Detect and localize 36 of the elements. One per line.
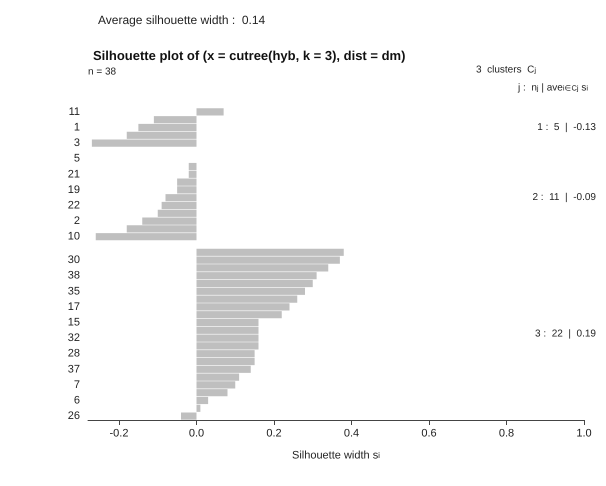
- chart-title: Silhouette plot of (x = cutree(hyb, k = 3), dist = dm): [93, 48, 406, 63]
- bar: [181, 412, 196, 420]
- y-tick-label: 11: [68, 106, 80, 118]
- x-tick-label: 0.0: [188, 428, 204, 440]
- x-axis-title: Silhouette width si: [292, 450, 380, 462]
- y-tick-label: 32: [68, 332, 80, 344]
- y-tick-label: 2: [74, 215, 80, 228]
- y-tick-label: 5: [74, 152, 80, 165]
- text: Average silhouette width : 0.14: [98, 13, 266, 27]
- y-tick-label: 3: [74, 137, 80, 150]
- x-tick-label: 0.6: [421, 428, 437, 440]
- y-tick-label: 10: [68, 230, 80, 243]
- y-tick-label: 21: [68, 168, 80, 180]
- x-tick-label: 1.0: [576, 428, 592, 440]
- y-tick-label: 37: [68, 363, 80, 376]
- y-tick-label: 26: [68, 410, 80, 422]
- x-tick-label: 0.4: [344, 428, 360, 440]
- y-tick-label: 22: [68, 200, 80, 212]
- text: n = 38: [88, 66, 117, 78]
- annotation: 2 : 11 | -0.09: [532, 192, 596, 204]
- y-tick-label: 6: [74, 394, 80, 406]
- y-tick-label: 38: [68, 270, 80, 282]
- x-tick-label: -0.2: [110, 428, 128, 440]
- y-tick-label: 15: [68, 316, 80, 328]
- y-tick-label: 7: [74, 378, 80, 391]
- y-tick-label: 30: [68, 254, 80, 266]
- y-tick-label: 35: [68, 285, 80, 298]
- annotation: 1 : 5 | -0.13: [537, 122, 596, 133]
- bar: [196, 108, 224, 116]
- annotation: 3 : 22 | 0.19: [535, 328, 596, 340]
- y-tick-label: 17: [68, 300, 80, 313]
- y-tick-label: 19: [68, 184, 80, 196]
- y-tick-label: 28: [68, 348, 80, 360]
- x-tick-label: 0.8: [498, 428, 514, 440]
- x-tick-label: 0.2: [266, 428, 282, 440]
- y-tick-label: 1: [74, 122, 80, 134]
